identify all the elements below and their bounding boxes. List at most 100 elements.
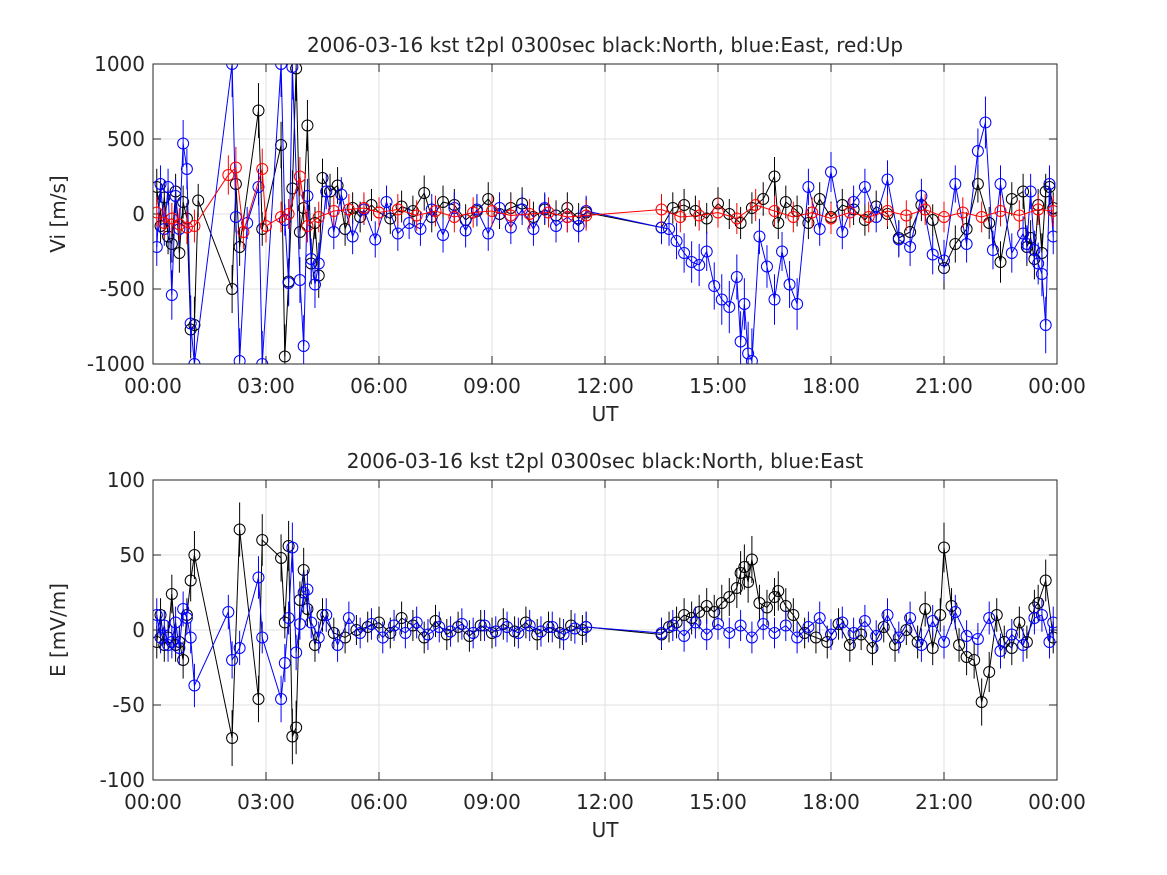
efield-panel-black-series-point: [953, 639, 966, 651]
velocity-panel-black-series-point: [165, 238, 178, 250]
velocity-panel-blue-series-point: [1047, 230, 1057, 243]
efield-panel-black-series-point: [418, 631, 431, 644]
velocity-panel-blue-series-point: [327, 226, 340, 238]
velocity-panel-red-series-point: [256, 163, 269, 175]
velocity-panel-blue-series-point: [949, 178, 962, 190]
velocity-panel-blue-series-point: [335, 188, 348, 201]
efield-panel-blue-series-point: [534, 625, 547, 638]
velocity-panel-blue-series-point: [938, 254, 950, 267]
velocity-panel-black-series-point: [286, 182, 299, 195]
efield-panel-blue-series-point: [512, 627, 525, 639]
velocity-panel-blue-series-point: [776, 245, 789, 258]
efield-panel-blue-series-point: [226, 654, 239, 666]
velocity-panel-blue-series-point: [403, 217, 416, 229]
efield-panel-blue-series-point: [275, 693, 288, 705]
velocity-panel-red-series-point: [881, 205, 894, 217]
efield-panel-black-series-point: [855, 628, 868, 641]
velocity-panel-black-series-point: [1039, 185, 1052, 198]
efield-panel-x-tick-label: 12:00: [576, 790, 634, 814]
efield-panel-axes-box: [152, 479, 1058, 781]
efield-panel-black-series-point: [452, 621, 465, 633]
efield-panel-blue-series-point: [847, 627, 860, 639]
velocity-panel-blue-series-point: [693, 259, 706, 271]
velocity-panel-red-series-point: [357, 202, 370, 214]
efield-panel-black-series-point: [373, 616, 385, 629]
efield-panel-blue-series-point: [689, 616, 702, 629]
efield-panel-y-tick-label: -100: [100, 768, 145, 792]
velocity-panel-red-series-point: [260, 220, 272, 232]
efield-panel-blue-series-point: [320, 609, 333, 621]
efield-panel-blue-series-point: [188, 679, 201, 692]
velocity-panel-blue-series-point: [346, 230, 359, 243]
efield-panel-blue-series-point: [938, 636, 950, 648]
efield-panel-black-series-point: [787, 609, 800, 621]
efield-panel-black-series-point: [945, 600, 958, 612]
efield-panel-blue-series-point: [960, 630, 973, 642]
efield-panel-black-series-point: [866, 642, 879, 654]
efield-panel-black-series-point: [497, 618, 510, 630]
velocity-panel-red-series-point: [327, 205, 340, 217]
velocity-panel-black-series-point: [971, 178, 984, 190]
efield-panel-blue-series-point: [779, 619, 792, 632]
efield-panel-black-series-point: [226, 732, 239, 744]
velocity-panel-red-series-point: [712, 206, 724, 219]
velocity-panel-black-series-point: [700, 212, 713, 225]
velocity-panel-black-series-point: [689, 205, 702, 217]
velocity-panel-red-series-point: [938, 211, 950, 223]
efield-panel-black-series-point: [809, 631, 822, 644]
velocity-panel-red-series-point: [222, 169, 235, 181]
velocity-panel-black-series-point: [437, 196, 450, 208]
velocity-panel-red-series-point: [674, 211, 687, 223]
velocity-panel-black-series-point: [779, 196, 792, 208]
velocity-panel-blue-series-point: [226, 64, 239, 70]
efield-panel-blue-series-point: [1047, 616, 1057, 629]
velocity-panel-red-series-point: [504, 209, 517, 222]
velocity-panel-blue-series-point: [1039, 319, 1052, 331]
velocity-panel-blue-series-point: [892, 233, 905, 246]
velocity-panel-blue-series-point: [482, 227, 495, 240]
velocity-panel-blue-series-line: [156, 64, 1054, 364]
velocity-panel-red-series-point: [900, 209, 913, 222]
efield-panel-black-series-point: [938, 541, 950, 554]
velocity-panel-blue-series-point: [926, 248, 939, 261]
efield-panel-black-series-point: [395, 612, 408, 624]
efield-panel-blue-series-point: [388, 619, 401, 632]
velocity-panel-black-series-point: [177, 196, 190, 208]
efield-panel-black-series-point: [975, 696, 988, 708]
efield-panel-x-tick-label: 09:00: [463, 790, 521, 814]
velocity-panel-blue-series-point: [180, 163, 193, 175]
efield-panel-blue-series-point: [184, 631, 197, 644]
efield-panel-black-series-point: [384, 627, 397, 639]
efield-panel-black-series-point: [154, 609, 167, 621]
efield-panel-blue-series-point: [870, 630, 883, 642]
efield-panel-x-tick-label: 00:00: [1028, 790, 1086, 814]
efield-panel-blue-series-point: [478, 619, 491, 632]
efield-panel-blue-series-point: [949, 606, 962, 618]
velocity-panel-blue-series-point: [1028, 244, 1041, 256]
efield-panel-blue-series-point: [180, 612, 193, 624]
efield-panel-y-tick-label: 0: [132, 618, 145, 642]
velocity-panel-blue-series-point: [282, 277, 295, 289]
velocity-panel-x-tick-label: 18:00: [802, 374, 860, 398]
velocity-panel-blue-series-point: [1024, 185, 1037, 198]
efield-panel-blue-series-point: [926, 615, 939, 627]
efield-panel-data-layer: [153, 502, 1057, 766]
velocity-panel-blue-series-point: [165, 289, 178, 301]
efield-panel-black-series-point: [316, 609, 329, 621]
velocity-panel-blue-series-point: [162, 181, 175, 193]
velocity-panel-blue-series-point: [550, 220, 563, 232]
velocity-panel-blue-series-point: [738, 298, 751, 310]
velocity-panel-black-series-point: [324, 185, 337, 198]
velocity-panel-blue-series-point: [538, 202, 551, 214]
velocity-panel-blue-series-point: [715, 293, 728, 306]
efield-panel-blue-series-point: [252, 571, 265, 584]
efield-panel-blue-series-point: [666, 619, 679, 632]
velocity-panel-red-series-point: [153, 206, 163, 219]
velocity-panel-red-series-point: [486, 205, 498, 217]
velocity-panel-blue-series-point: [527, 223, 540, 235]
efield-panel-black-series-point: [760, 601, 773, 614]
efield-panel-blue-series-point: [290, 646, 303, 659]
efield-panel-black-series-point: [734, 567, 747, 579]
velocity-panel-blue-series-point: [791, 298, 804, 310]
